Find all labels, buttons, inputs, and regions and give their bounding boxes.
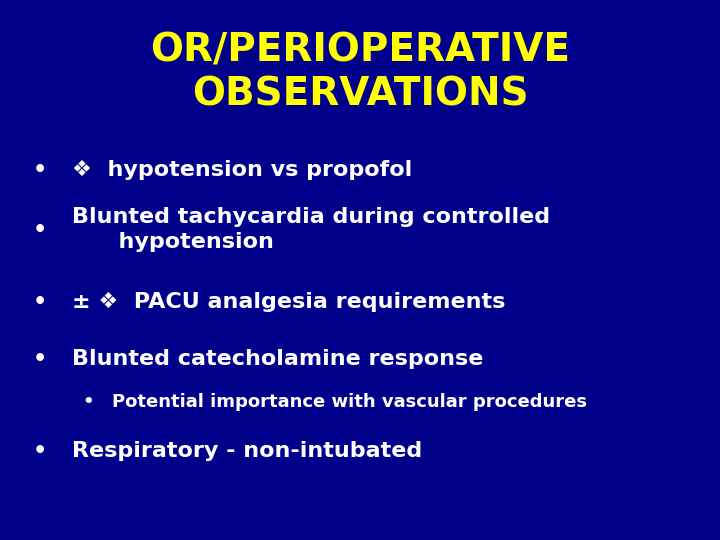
Text: Potential importance with vascular procedures: Potential importance with vascular proce…	[112, 393, 587, 411]
Text: Respiratory - non-intubated: Respiratory - non-intubated	[72, 441, 422, 461]
Text: •: •	[32, 349, 47, 369]
Text: •: •	[32, 219, 47, 240]
Text: ± ❖  PACU analgesia requirements: ± ❖ PACU analgesia requirements	[72, 292, 505, 313]
Text: •: •	[32, 441, 47, 461]
Text: Blunted catecholamine response: Blunted catecholamine response	[72, 349, 483, 369]
Text: OR/PERIOPERATIVE
OBSERVATIONS: OR/PERIOPERATIVE OBSERVATIONS	[150, 32, 570, 114]
Text: •: •	[32, 160, 47, 180]
Text: •: •	[83, 393, 94, 411]
Text: Blunted tachycardia during controlled
      hypotension: Blunted tachycardia during controlled hy…	[72, 207, 550, 252]
Text: ❖  hypotension vs propofol: ❖ hypotension vs propofol	[72, 160, 413, 180]
Text: •: •	[32, 292, 47, 313]
